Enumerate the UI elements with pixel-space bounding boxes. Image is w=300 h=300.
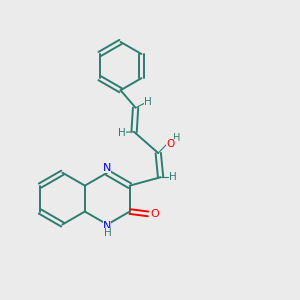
Text: N: N	[103, 221, 112, 231]
Text: O: O	[150, 209, 159, 219]
Text: H: H	[173, 134, 180, 143]
Text: H: H	[144, 97, 152, 107]
Text: O: O	[167, 139, 175, 149]
Text: N: N	[103, 163, 112, 173]
Text: H: H	[104, 228, 112, 238]
Text: H: H	[118, 128, 126, 138]
Text: H: H	[169, 172, 177, 182]
